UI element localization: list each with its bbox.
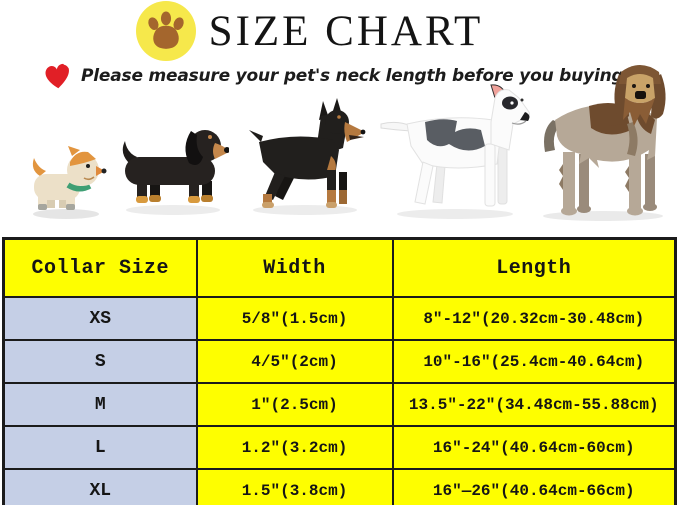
size-cell: XL xyxy=(2,468,198,505)
table-row-l: L 1.2"(3.2cm) 16"-24"(40.64cm-60cm) xyxy=(2,425,677,470)
length-cell: 16"-24"(40.64cm-60cm) xyxy=(391,425,677,470)
dog-xl-icon xyxy=(543,65,666,221)
dog-m-icon xyxy=(249,98,366,215)
length-cell: 8"-12"(20.32cm-30.48cm) xyxy=(391,296,677,341)
width-cell: 1"(2.5cm) xyxy=(195,382,394,427)
dog-illustrations xyxy=(0,0,679,238)
width-cell: 1.2"(3.2cm) xyxy=(195,425,394,470)
dog-s-icon xyxy=(122,130,229,215)
size-chart-table: Collar Size Width Length XS 5/8"(1.5cm) … xyxy=(2,237,677,505)
length-cell: 16"—26"(40.64cm-66cm) xyxy=(391,468,677,505)
width-cell: 4/5"(2cm) xyxy=(195,339,394,384)
heart-icon xyxy=(45,62,72,89)
column-header-collar-size: Collar Size xyxy=(2,237,198,298)
header: SIZE CHART xyxy=(0,1,649,61)
paw-badge xyxy=(135,1,196,61)
size-cell: L xyxy=(2,425,198,470)
width-cell: 5/8"(1.5cm) xyxy=(195,296,394,341)
table-row-s: S 4/5"(2cm) 10"-16"(25.4cm-40.64cm) xyxy=(2,339,677,384)
length-cell: 10"-16"(25.4cm-40.64cm) xyxy=(391,339,677,384)
page-title: SIZE CHART xyxy=(208,7,484,55)
measurement-note: Please measure your pet's neck length be… xyxy=(81,66,649,86)
table-row-xs: XS 5/8"(1.5cm) 8"-12"(20.32cm-30.48cm) xyxy=(2,296,677,341)
table-row-xl: XL 1.5"(3.8cm) 16"—26"(40.64cm-66cm) xyxy=(2,468,677,505)
size-cell: S xyxy=(2,339,198,384)
size-cell: M xyxy=(2,382,198,427)
dog-xs-icon xyxy=(32,146,107,219)
length-cell: 13.5"-22"(34.48cm-55.88cm) xyxy=(391,382,677,427)
column-header-width: Width xyxy=(195,237,394,298)
table-row-m: M 1"(2.5cm) 13.5"-22"(34.48cm-55.88cm) xyxy=(2,382,677,427)
column-header-length: Length xyxy=(391,237,677,298)
dog-l-icon xyxy=(380,84,530,219)
size-cell: XS xyxy=(2,296,198,341)
note-row: Please measure your pet's neck length be… xyxy=(6,61,679,91)
table-header-row: Collar Size Width Length xyxy=(2,237,677,298)
paw-icon xyxy=(147,11,184,49)
width-cell: 1.5"(3.8cm) xyxy=(195,468,394,505)
